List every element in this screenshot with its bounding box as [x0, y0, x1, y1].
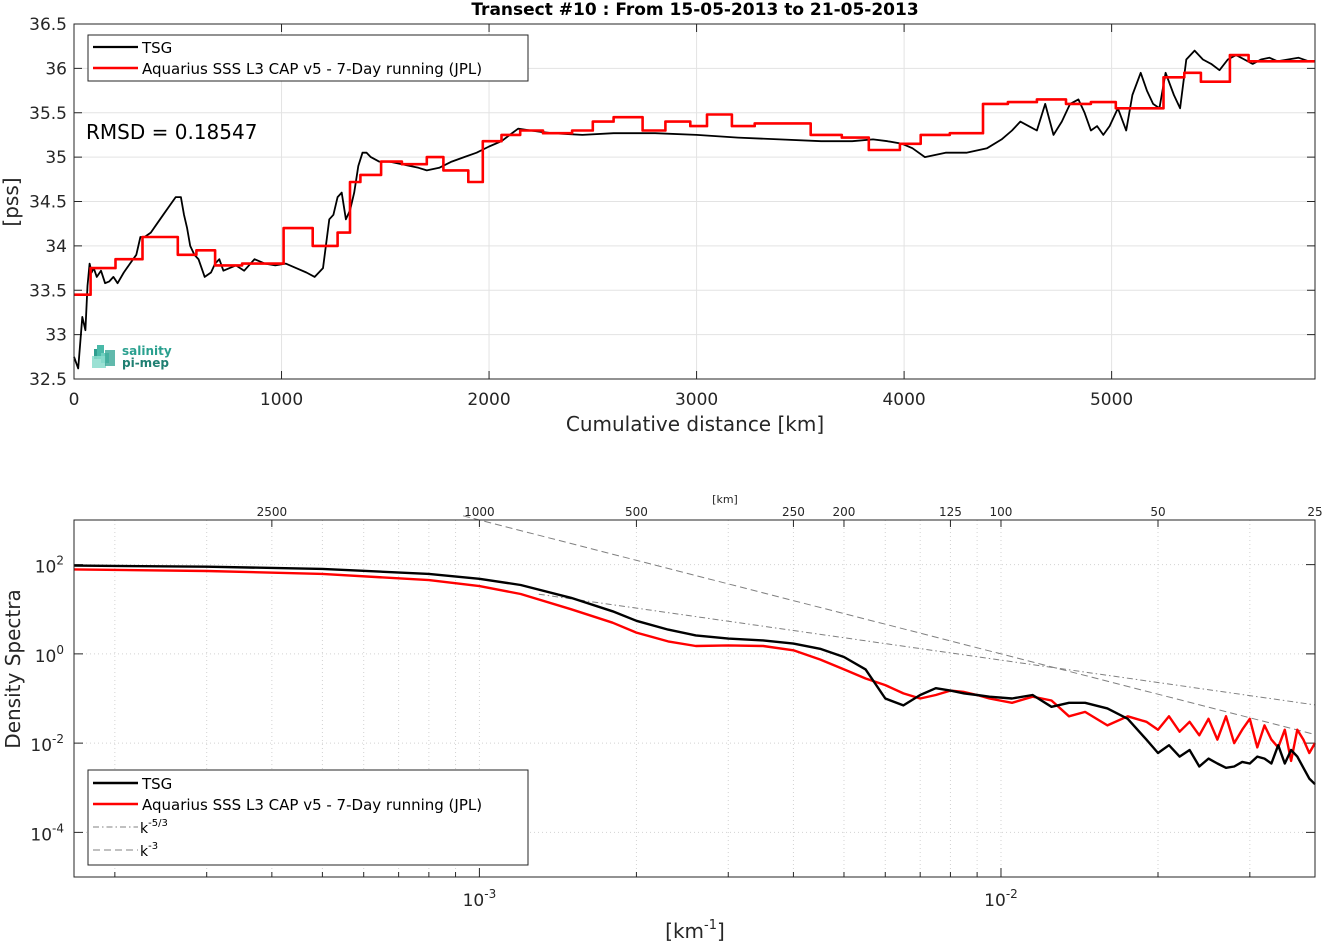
legend-k3-sup: -3: [148, 841, 158, 852]
bottom-legend-label-k3: k-3: [140, 841, 158, 860]
legend-k3-main: k: [140, 844, 149, 860]
top-series-aquarius-line: [74, 53, 1315, 297]
salinity-pi-mep-logo: salinity pi-mep: [92, 344, 172, 370]
bottom-xlabel-sup: -1: [704, 918, 717, 933]
top-legend-box: [87, 34, 529, 82]
top-xtick-label: 5000: [1090, 390, 1133, 410]
top-legend-label-aquarius: Aquarius SSS L3 CAP v5 - 7-Day running (…: [142, 60, 482, 78]
legend-k53-sup: -5/3: [148, 818, 168, 829]
bottom-legend-label-tsg: TSG: [141, 775, 172, 793]
top-chart-title: Transect #10 : From 15-05-2013 to 21-05-…: [471, 0, 918, 20]
top-xtick-label: 4000: [882, 390, 925, 410]
bottom-top-tick-label: 250: [782, 505, 805, 519]
bottom-top-tick-label: 500: [625, 505, 648, 519]
top-grid: [74, 24, 1315, 379]
bottom-series-tsg-line: [73, 564, 1316, 786]
logo-text-salinity: salinity: [122, 344, 172, 358]
top-xtick-label: 1000: [260, 390, 303, 410]
top-xtick-label: 2000: [467, 390, 510, 410]
top-axis-ticks: 0 1000 2000 3000 4000 5000 32.5 33 33.5 34 34.5 35 3…: [29, 15, 1315, 410]
top-legend: TSG Aquarius SSS L3 CAP v5 - 7-Day runni…: [87, 34, 529, 82]
bottom-ytick-label: 10-2: [30, 732, 64, 756]
bottom-ytick-label: 102: [35, 554, 64, 578]
bottom-top-tick-label: 1000: [464, 505, 495, 519]
bottom-top-tick-label: 50: [1150, 505, 1165, 519]
bottom-panel: 10-3 10-2 10-4 10-2 100 102 2500 1000 500 250 200…: [1, 493, 1323, 942]
bottom-legend: TSG Aquarius SSS L3 CAP v5 - 7-Day runni…: [87, 769, 529, 866]
top-series-lines: [73, 49, 1315, 370]
top-ytick-label: 36.5: [29, 15, 67, 35]
bottom-xlabel-main: [km: [665, 919, 704, 942]
bottom-top-tick-label: 25: [1307, 505, 1322, 519]
top-ytick-label: 33: [45, 326, 67, 346]
top-series-tsg-line: [73, 49, 1315, 370]
bottom-legend-label-aquarius: Aquarius SSS L3 CAP v5 - 7-Day running (…: [142, 796, 482, 814]
top-ytick-label: 34: [45, 237, 67, 257]
bottom-top-tick-label: 200: [833, 505, 856, 519]
rmsd-annotation: RMSD = 0.18547: [86, 120, 257, 144]
top-ylabel: [pss]: [0, 177, 23, 226]
bottom-legend-label-k53: k-5/3: [140, 818, 168, 837]
bottom-plot-frame: [73, 519, 1316, 878]
bottom-ylabel: Density Spectra: [1, 589, 25, 748]
logo-text-pimep: pi-mep: [122, 356, 169, 370]
bottom-xlabel: [km-1]: [665, 918, 725, 942]
top-ytick-label: 35: [45, 148, 67, 168]
bottom-top-tick-label: 125: [939, 505, 962, 519]
bottom-ytick-label: 100: [35, 643, 64, 667]
bottom-series-lines: [73, 515, 1317, 786]
bottom-ytick-label: 10-4: [30, 821, 64, 845]
top-ytick-label: 32.5: [29, 370, 67, 390]
top-ytick-label: 33.5: [29, 281, 67, 301]
top-ytick-label: 36: [45, 59, 67, 79]
bottom-xtick-label: 10-2: [984, 887, 1018, 911]
top-xlabel: Cumulative distance [km]: [566, 412, 824, 436]
bottom-series-aquarius-line: [73, 568, 1317, 763]
top-plot-frame: [73, 23, 1316, 380]
bottom-top-tick-label: 100: [990, 505, 1013, 519]
bottom-series-k53-line: [538, 593, 1316, 706]
bottom-xlabel-end: ]: [717, 919, 725, 942]
top-ytick-label: 35.5: [29, 104, 67, 124]
bottom-top-tick-label: 2500: [257, 505, 288, 519]
top-panel: Transect #10 : From 15-05-2013 to 21-05-…: [0, 0, 1316, 436]
top-xtick-label: 0: [69, 390, 80, 410]
top-xtick-label: 3000: [675, 390, 718, 410]
bottom-xtick-label: 10-3: [463, 887, 497, 911]
legend-k53-main: k: [140, 821, 149, 837]
bottom-legend-box: [87, 769, 529, 866]
top-ytick-label: 34.5: [29, 193, 67, 213]
top-legend-label-tsg: TSG: [141, 39, 172, 57]
top-axis-unit-label: [km]: [712, 493, 738, 506]
bottom-series-k3-line: [462, 515, 1316, 735]
bottom-grid: [74, 520, 1316, 877]
